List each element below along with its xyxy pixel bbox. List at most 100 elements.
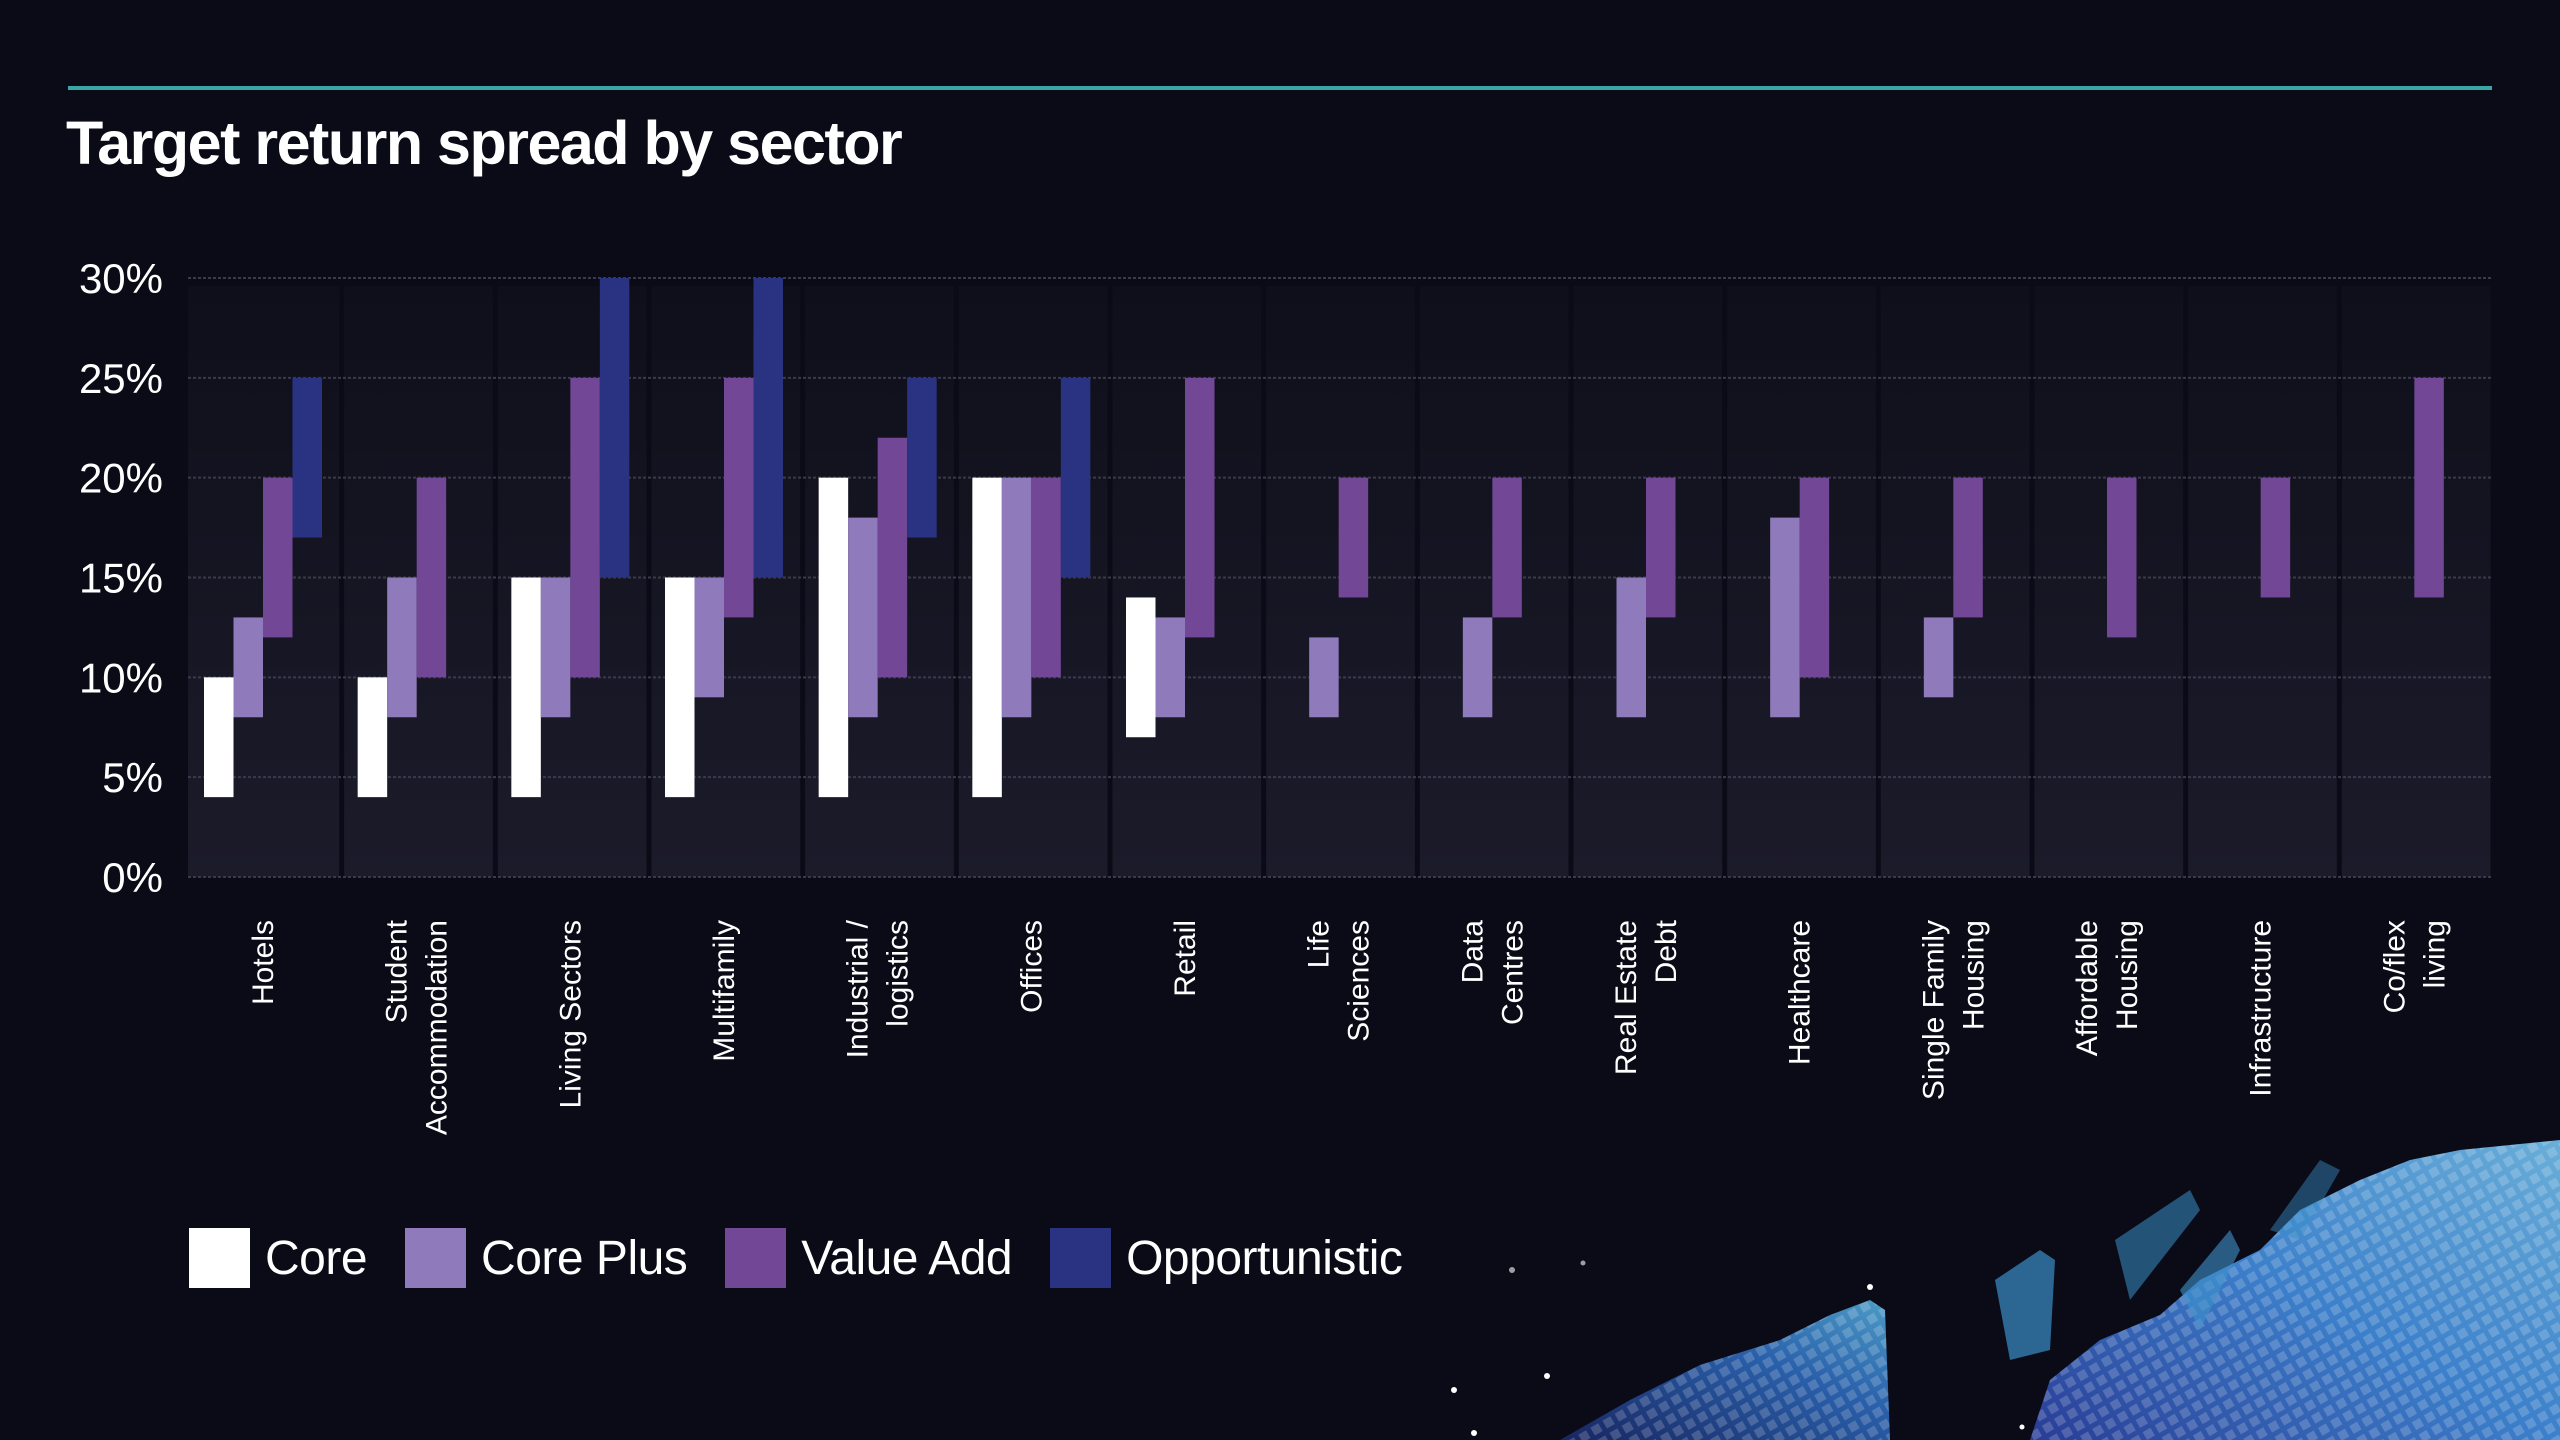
bar-core-plus — [233, 617, 263, 718]
bar-core-plus — [1462, 617, 1493, 718]
bar-value-add — [2260, 477, 2291, 598]
legend-item: Core — [189, 1228, 368, 1288]
bar-value-add — [570, 377, 600, 678]
x-tick-label: Infrastructure — [2245, 920, 2278, 1097]
legend-swatch — [1050, 1228, 1112, 1288]
x-tick-label-line: Life — [1303, 920, 1336, 968]
x-tick-label: Living Sectors — [554, 920, 587, 1108]
x-tick-label: Offices — [1015, 920, 1048, 1013]
decorative-landscape-graphic — [1451, 1140, 2560, 1440]
x-tick-label-line: Student — [381, 919, 414, 1023]
legend-label: Core Plus — [481, 1231, 688, 1285]
bar-value-add — [1031, 477, 1061, 678]
y-tick-label: 20% — [79, 455, 163, 502]
x-tick-label-line: Infrastructure — [2245, 920, 2278, 1097]
deco-terrain-right — [1995, 1140, 2560, 1440]
y-tick-label: 15% — [79, 555, 163, 602]
bar-core — [972, 477, 1002, 798]
x-tick-label-line: Affordable — [2071, 920, 2104, 1056]
x-tick-label-line: Offices — [1015, 920, 1048, 1013]
bar-opportunistic — [599, 278, 630, 578]
y-tick-label: 10% — [79, 654, 163, 701]
bar-value-add — [877, 437, 908, 678]
legend: Core Core Plus Value Add Opportunistic — [189, 1228, 1440, 1288]
deco-terrain-left — [1560, 1300, 1890, 1440]
legend-label: Core — [265, 1231, 368, 1285]
y-tick-label: 5% — [102, 754, 163, 801]
bar-value-add — [263, 477, 293, 638]
x-tick-label: Multifamily — [708, 920, 741, 1062]
bar-value-add — [1953, 477, 1983, 618]
bar-core-plus — [540, 577, 571, 718]
legend-item: Core Plus — [405, 1228, 688, 1288]
bar-core-plus — [848, 517, 878, 718]
bar-core-plus — [387, 577, 417, 718]
x-axis-ticks: Hotels Student Accommodation Living Sectors… — [247, 919, 2451, 1135]
x-tick-label-line: Sciences — [1343, 920, 1376, 1042]
x-tick-label-line: Single Family — [1917, 920, 1950, 1100]
x-tick-label-line: living — [2418, 920, 2451, 988]
bar-opportunistic — [1060, 377, 1091, 578]
bar-opportunistic — [753, 278, 783, 578]
bar-core — [357, 677, 388, 798]
x-tick-label-line: Centres — [1496, 920, 1529, 1025]
bar-core-plus — [1155, 617, 1185, 718]
legend-swatch — [189, 1228, 250, 1288]
legend-item: Value Add — [725, 1228, 1013, 1288]
x-tick-label: Data Centres — [1456, 920, 1529, 1025]
bar-core-plus — [1923, 617, 1954, 698]
x-tick-label: Real Estate Debt — [1610, 919, 1683, 1075]
legend-swatch — [725, 1228, 787, 1288]
bar-core — [818, 477, 849, 798]
bar-core — [204, 677, 234, 798]
bar-value-add — [2414, 377, 2444, 598]
bar-core-plus — [1309, 637, 1339, 718]
x-tick-label: Life Sciences — [1303, 920, 1376, 1042]
x-tick-label-line: Housing — [1957, 920, 1990, 1030]
bar-core-plus — [1001, 477, 1032, 718]
x-tick-label-line: Real Estate — [1610, 920, 1643, 1075]
bar-opportunistic — [907, 377, 937, 538]
bar-opportunistic — [292, 377, 322, 538]
x-tick-label: Hotels — [247, 920, 280, 1005]
bar-core — [511, 577, 541, 798]
bar-core — [1126, 597, 1156, 738]
x-tick-label-line: Housing — [2111, 920, 2144, 1030]
y-axis-ticks: 0% 5% 10% 15% 20% 25% 30% — [79, 255, 163, 901]
legend-label: Value Add — [801, 1231, 1013, 1285]
chart-title: Target return spread by sector — [66, 109, 903, 177]
x-tick-label-line: Accommodation — [421, 920, 454, 1135]
bar-value-add — [1338, 477, 1369, 598]
bar-core-plus — [694, 577, 724, 698]
y-tick-label: 30% — [79, 255, 163, 302]
x-tick-label-line: logistics — [882, 920, 915, 1027]
bar-value-add — [1799, 477, 1830, 678]
x-tick-label: Single Family Housing — [1917, 920, 1990, 1100]
deco-stars — [1451, 1260, 2025, 1436]
bar-value-add — [416, 477, 447, 678]
bar-value-add — [1185, 377, 1215, 638]
x-tick-label: Healthcare — [1784, 920, 1817, 1065]
legend-item: Opportunistic — [1050, 1228, 1403, 1288]
title-rule — [68, 86, 2492, 90]
x-tick-label-line: Hotels — [247, 920, 280, 1005]
y-tick-label: 25% — [79, 355, 163, 402]
bars — [204, 278, 2444, 798]
legend-label: Opportunistic — [1126, 1231, 1403, 1285]
x-tick-label: Student Accommodation — [381, 919, 454, 1135]
bar-value-add — [2107, 477, 2137, 638]
x-tick-label-line: Co/flex — [2378, 920, 2411, 1013]
x-tick-label-line: Retail — [1169, 920, 1202, 997]
bar-value-add — [724, 377, 754, 618]
y-tick-label: 0% — [102, 854, 163, 901]
x-tick-label-line: Healthcare — [1784, 920, 1817, 1065]
x-tick-label-line: Multifamily — [708, 920, 741, 1062]
x-tick-label-line: Living Sectors — [554, 920, 587, 1108]
bar-core — [665, 577, 695, 798]
x-tick-label: Industrial / logistics — [842, 919, 915, 1058]
x-tick-label: Affordable Housing — [2071, 920, 2144, 1056]
x-tick-label-line: Debt — [1650, 919, 1683, 983]
x-tick-label-line: Data — [1456, 920, 1489, 984]
x-tick-label: Co/flex living — [2378, 920, 2451, 1013]
bar-core-plus — [1616, 577, 1646, 718]
